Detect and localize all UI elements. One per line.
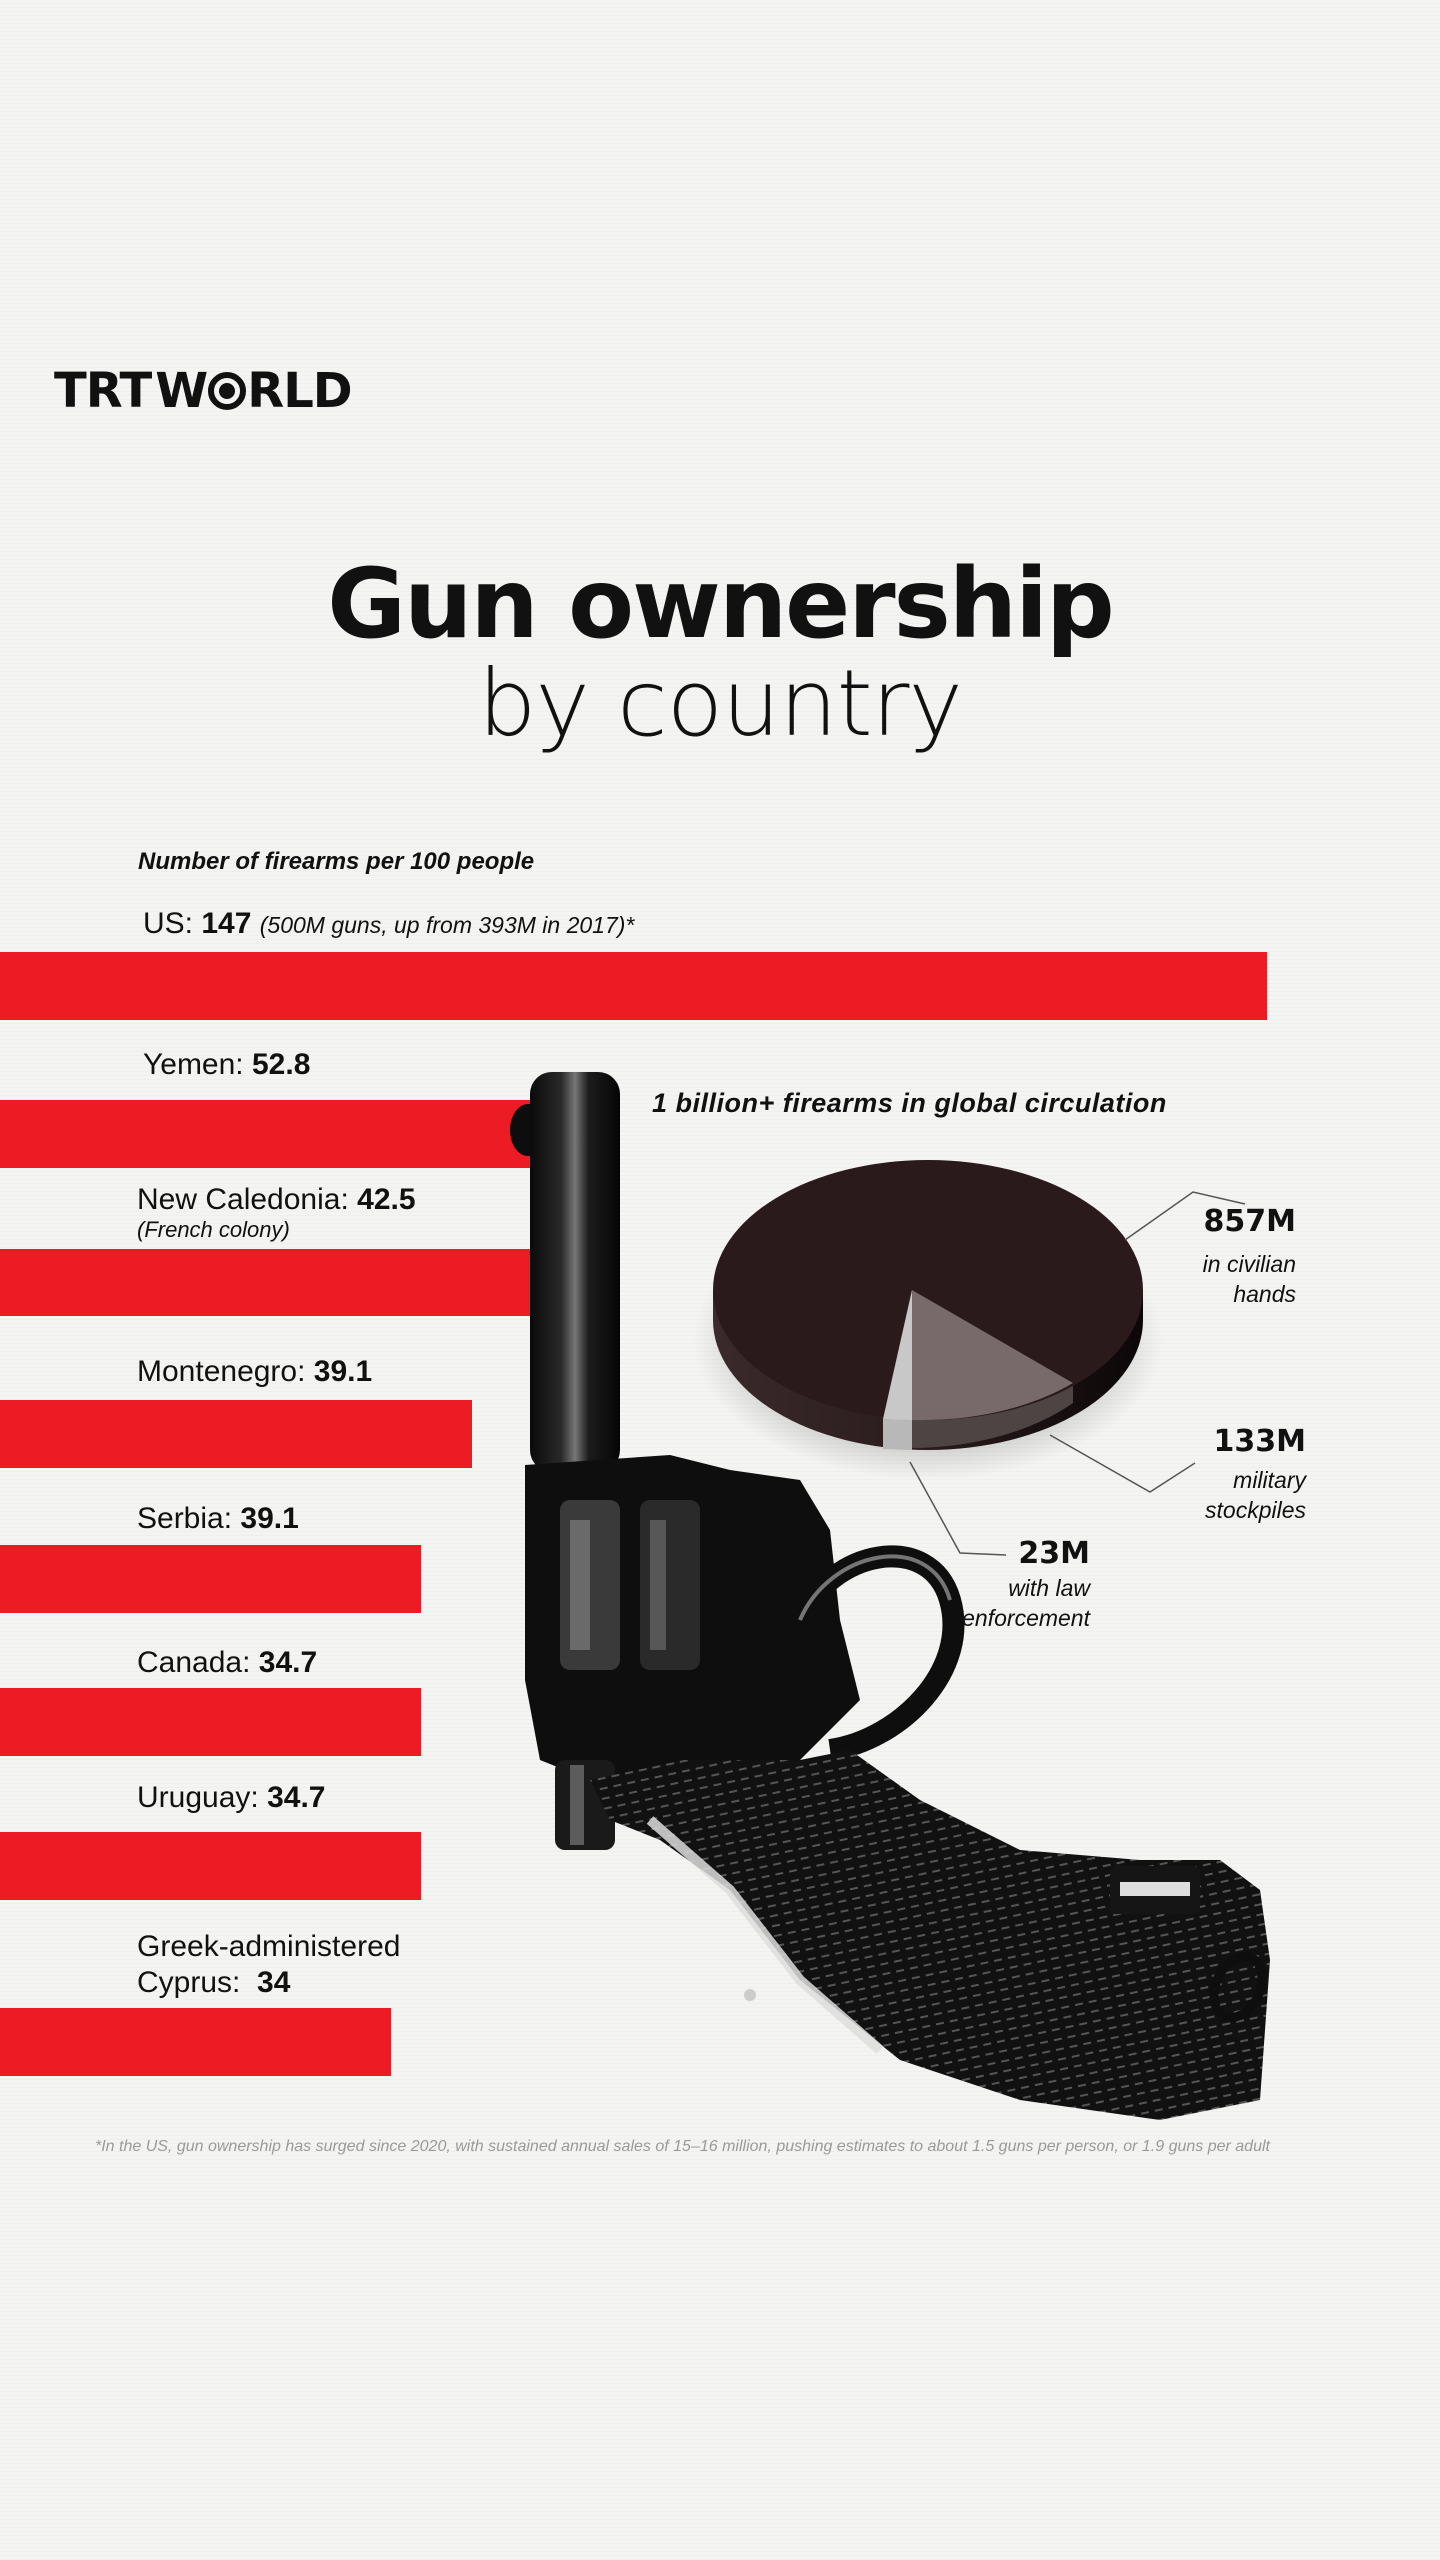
pie-slice-civilian [713, 1160, 1143, 1420]
country-name: US: [143, 907, 194, 940]
country-note: (500M guns, up from 393M in 2017)* [259, 912, 635, 938]
country-sub-note: (French colony) [137, 1217, 290, 1242]
revolver-illustration [510, 1072, 1270, 2120]
country-value: 34.7 [267, 1781, 326, 1814]
country-value: 34.7 [258, 1646, 318, 1679]
logo-o-icon [208, 372, 247, 410]
bar-montenegro [0, 1400, 472, 1468]
callout-label: stockpiles [1205, 1497, 1306, 1523]
page-subtitle: by country [478, 650, 963, 757]
trt-world-logo: TRT W RLD [54, 363, 353, 419]
country-value: 39.1 [240, 1502, 299, 1535]
bar-cyprus [0, 2008, 391, 2076]
callout-label: enforcement [962, 1605, 1090, 1631]
country-value: 34 [257, 1966, 291, 1999]
bar-new-caledonia [0, 1249, 540, 1316]
callout-label: military [1233, 1467, 1306, 1493]
bar-canada [0, 1688, 421, 1756]
country-name-line2: Cyprus: [137, 1966, 241, 1999]
callout-value: 133M [1213, 1424, 1306, 1459]
pie-slice-military [912, 1290, 1073, 1421]
pie-chart-title: 1 billion+ firearms in global circulatio… [652, 1088, 1167, 1118]
bar-uruguay [0, 1832, 421, 1900]
chart-subtitle: Number of firearms per 100 people [138, 848, 535, 875]
footnote: *In the US, gun ownership has surged sin… [95, 2138, 1270, 2155]
country-name: Serbia: [137, 1502, 233, 1535]
callout-label: with law [1008, 1575, 1090, 1601]
country-name: Montenegro: [137, 1355, 306, 1388]
bar-label-cyprus: Greek-administered Cyprus: 34 [137, 1929, 400, 2001]
country-name: Uruguay: [137, 1781, 259, 1814]
bar-yemen [0, 1100, 540, 1168]
callout-value: 857M [1203, 1204, 1296, 1239]
logo-text-left: TRT [54, 363, 152, 419]
bar-label-new-caledonia: New Caledonia: 42.5 (French colony) [137, 1182, 416, 1242]
callout-law-enforcement: 23M with law enforcement [920, 1536, 1090, 1633]
callout-label: in civilian [1202, 1251, 1296, 1277]
country-value: 52.8 [251, 1048, 311, 1081]
bar-label-serbia: Serbia: 39.1 [137, 1501, 299, 1537]
bar-label-canada: Canada: 34.7 [137, 1645, 317, 1681]
country-name: Greek-administered [137, 1930, 401, 1963]
callout-military: 133M military stockpiles [1150, 1424, 1306, 1525]
callout-value: 23M [1018, 1536, 1090, 1571]
country-value: 39.1 [313, 1355, 373, 1388]
callout-civilian: 857M in civilian hands [1150, 1204, 1296, 1309]
country-name: Yemen: [143, 1048, 244, 1081]
bar-us [0, 952, 1267, 1020]
pie-slice-law [883, 1290, 912, 1421]
bar-label-uruguay: Uruguay: 34.7 [137, 1780, 325, 1816]
country-value: 42.5 [357, 1183, 416, 1216]
page-title: Gun ownership [327, 548, 1114, 660]
country-name: Canada: [137, 1646, 251, 1679]
logo-w: W [155, 363, 208, 419]
country-name: New Caledonia: [137, 1183, 349, 1216]
bar-label-montenegro: Montenegro: 39.1 [137, 1354, 372, 1390]
bar-label-us: US: 147 (500M guns, up from 393M in 2017… [143, 906, 634, 943]
bar-serbia [0, 1545, 421, 1613]
pie-chart [693, 1160, 1163, 1480]
bar-label-yemen: Yemen: 52.8 [143, 1047, 310, 1083]
country-value: 147 [201, 907, 252, 940]
logo-text-right: RLD [247, 363, 352, 419]
callout-label: hands [1233, 1281, 1296, 1307]
